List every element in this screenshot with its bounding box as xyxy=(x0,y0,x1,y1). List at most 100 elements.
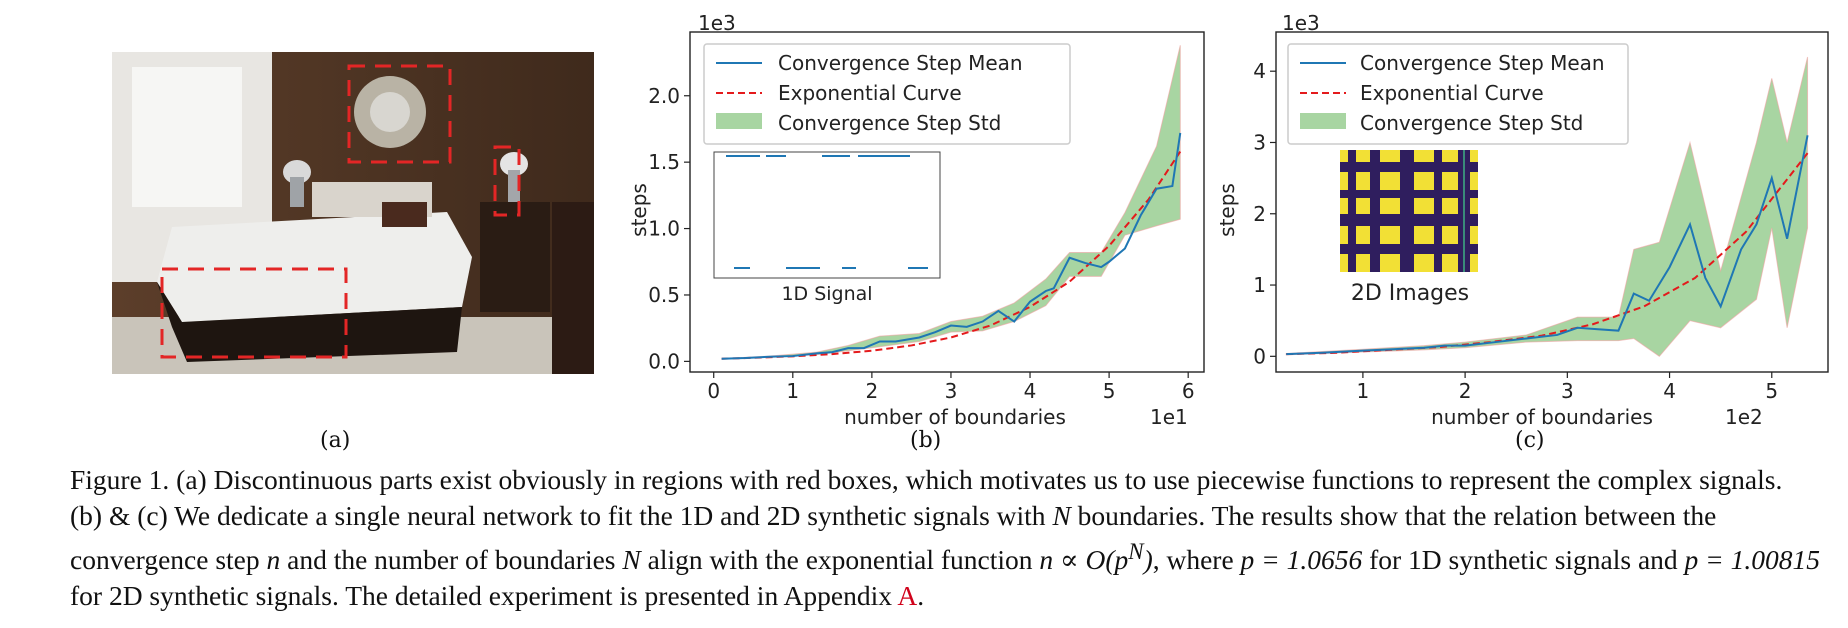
x-tick-label: 4 xyxy=(1663,379,1676,403)
subfig-label-a: (a) xyxy=(320,428,351,453)
caption-end: . xyxy=(917,580,925,612)
appendix-link[interactable]: A xyxy=(897,580,918,612)
x-tick-label: 1 xyxy=(786,379,799,403)
nightstand xyxy=(480,202,550,312)
caption-formula-end: ) xyxy=(1143,544,1153,576)
y-tick-label: 3 xyxy=(1253,130,1266,154)
caption-formula-exponent: N xyxy=(1128,539,1144,564)
chart-c: 1e3 1e2 number of boundaries steps 1 2 3 4 5… xyxy=(1220,11,1829,429)
y-tick-label: 0.0 xyxy=(648,349,680,373)
x-axis-label: number of boundaries xyxy=(1431,405,1653,429)
bedroom-photo-illustration xyxy=(112,52,594,374)
x-tick-label: 3 xyxy=(1561,379,1574,403)
legend-label-curve: Exponential Curve xyxy=(778,81,962,105)
x-tick-label: 5 xyxy=(1765,379,1778,403)
y-tick-label: 1.0 xyxy=(648,217,680,241)
inset-2d-image: 2D Images xyxy=(1340,150,1478,306)
axes-frame xyxy=(1275,31,1829,373)
y-axis-label: steps xyxy=(627,183,651,237)
x-tick-label: 1 xyxy=(1357,379,1370,403)
caption-math-N: N xyxy=(1052,500,1071,531)
x-tick-label: 3 xyxy=(945,379,958,403)
inset-image-stripe xyxy=(1370,150,1380,272)
caption-text: for 1D synthetic signals and xyxy=(1362,544,1685,576)
inset-image-stripe xyxy=(1434,150,1442,272)
inset-image-band xyxy=(1340,162,1478,172)
inset-1d-signal: 1D Signal xyxy=(713,151,941,305)
caption-math-N: N xyxy=(622,544,641,576)
inset-image-cell xyxy=(1446,228,1454,240)
axes-frame xyxy=(689,31,1205,373)
left-lamp xyxy=(283,160,311,207)
x-tick-label: 6 xyxy=(1182,379,1195,403)
caption-text: for 2D synthetic signals. The detailed e… xyxy=(70,580,898,612)
inset-image-stripe xyxy=(1348,150,1356,272)
y-tick-label: 4 xyxy=(1253,59,1266,83)
y-tick-label: 0.5 xyxy=(648,283,680,307)
discontinuity-box-bed xyxy=(160,267,348,359)
legend-std-swatch xyxy=(1300,113,1346,129)
std-band xyxy=(1285,56,1809,357)
legend-label-curve: Exponential Curve xyxy=(1360,81,1544,105)
inset-image-cell xyxy=(1360,176,1366,186)
subfig-label-c: (c) xyxy=(1515,428,1545,453)
discontinuity-box-mirror xyxy=(347,64,452,164)
y-tick-label: 2 xyxy=(1253,202,1266,226)
y-tick-label: 2.0 xyxy=(648,84,680,108)
discontinuity-box-lamp xyxy=(493,145,521,217)
chart-b: 1e3 1e1 number of boundaries steps 0 1 2 3 4… xyxy=(627,11,1205,429)
legend-box xyxy=(1287,43,1629,145)
legend-label-std: Convergence Step Std xyxy=(778,111,1001,135)
legend-box xyxy=(703,43,1071,145)
legend-label-std: Convergence Step Std xyxy=(1360,111,1583,135)
legend: Convergence Step Mean Exponential Curve … xyxy=(703,43,1071,145)
caption-text: boundaries. The results show that the re… xyxy=(70,500,1717,576)
caption-math-p2: p = 1.00815 xyxy=(1684,544,1820,576)
x-tick-label: 2 xyxy=(1459,379,1472,403)
legend: Convergence Step Mean Exponential Curve … xyxy=(1287,43,1629,145)
y-tick-label: 1.5 xyxy=(648,150,680,174)
exponential-curve-line xyxy=(1286,152,1809,356)
inset-image-band xyxy=(1340,214,1478,226)
legend-label-mean: Convergence Step Mean xyxy=(1360,51,1605,75)
caption-math-n: n xyxy=(266,544,281,576)
caption-text: align with the exponential function xyxy=(640,544,1040,576)
brown-pillow xyxy=(382,202,427,227)
plot-area: 1 2 3 4 5 0 1 2 3 4 xyxy=(1253,31,1829,403)
caption-math-p1: p = 1.0656 xyxy=(1240,544,1363,576)
inset-label: 1D Signal xyxy=(781,283,872,305)
bedroom-photo xyxy=(112,52,594,374)
caption-text: , where xyxy=(1152,544,1241,576)
offset-label: 1e3 xyxy=(1282,11,1320,35)
figure-caption: Figure 1. (a) Discontinuous parts exist … xyxy=(70,462,1820,614)
x-offset-label: 1e1 xyxy=(1150,405,1188,429)
x-offset-label: 1e2 xyxy=(1725,405,1763,429)
convergence-mean-line xyxy=(721,132,1182,360)
subfig-label-b: (b) xyxy=(910,428,942,453)
y-axis-label: steps xyxy=(1220,183,1239,237)
legend-std-swatch xyxy=(716,113,762,129)
x-tick-label: 0 xyxy=(707,379,720,403)
x-tick-label: 2 xyxy=(866,379,879,403)
bed-frame xyxy=(157,282,462,362)
offset-label: 1e3 xyxy=(698,11,736,35)
sun-mirror xyxy=(354,76,426,148)
inset-image-cell xyxy=(1418,200,1428,212)
right-lamp xyxy=(500,152,528,206)
x-tick-label: 4 xyxy=(1024,379,1037,403)
caption-lead: Figure 1. (a) Discontinuous parts exist … xyxy=(70,464,1783,531)
inset-frame xyxy=(713,151,941,279)
x-tick-label: 5 xyxy=(1103,379,1116,403)
caption-text: and the number of boundaries xyxy=(280,544,623,576)
inset-image-stripe xyxy=(1400,150,1414,272)
chair xyxy=(552,202,594,374)
y-tick-label: 0 xyxy=(1253,344,1266,368)
y-tick-label: 1 xyxy=(1253,273,1266,297)
inset-label: 2D Images xyxy=(1351,281,1469,306)
inset-image-band xyxy=(1340,190,1478,198)
plot-area: 0 1 2 3 4 5 6 0.0 0.5 1.0 1.5 2.0 xyxy=(648,31,1205,403)
caption-formula: n ∝ O(p xyxy=(1039,544,1129,576)
inset-image-band xyxy=(1340,244,1478,254)
x-axis-label: number of boundaries xyxy=(844,405,1066,429)
bed-sheet xyxy=(157,212,472,322)
